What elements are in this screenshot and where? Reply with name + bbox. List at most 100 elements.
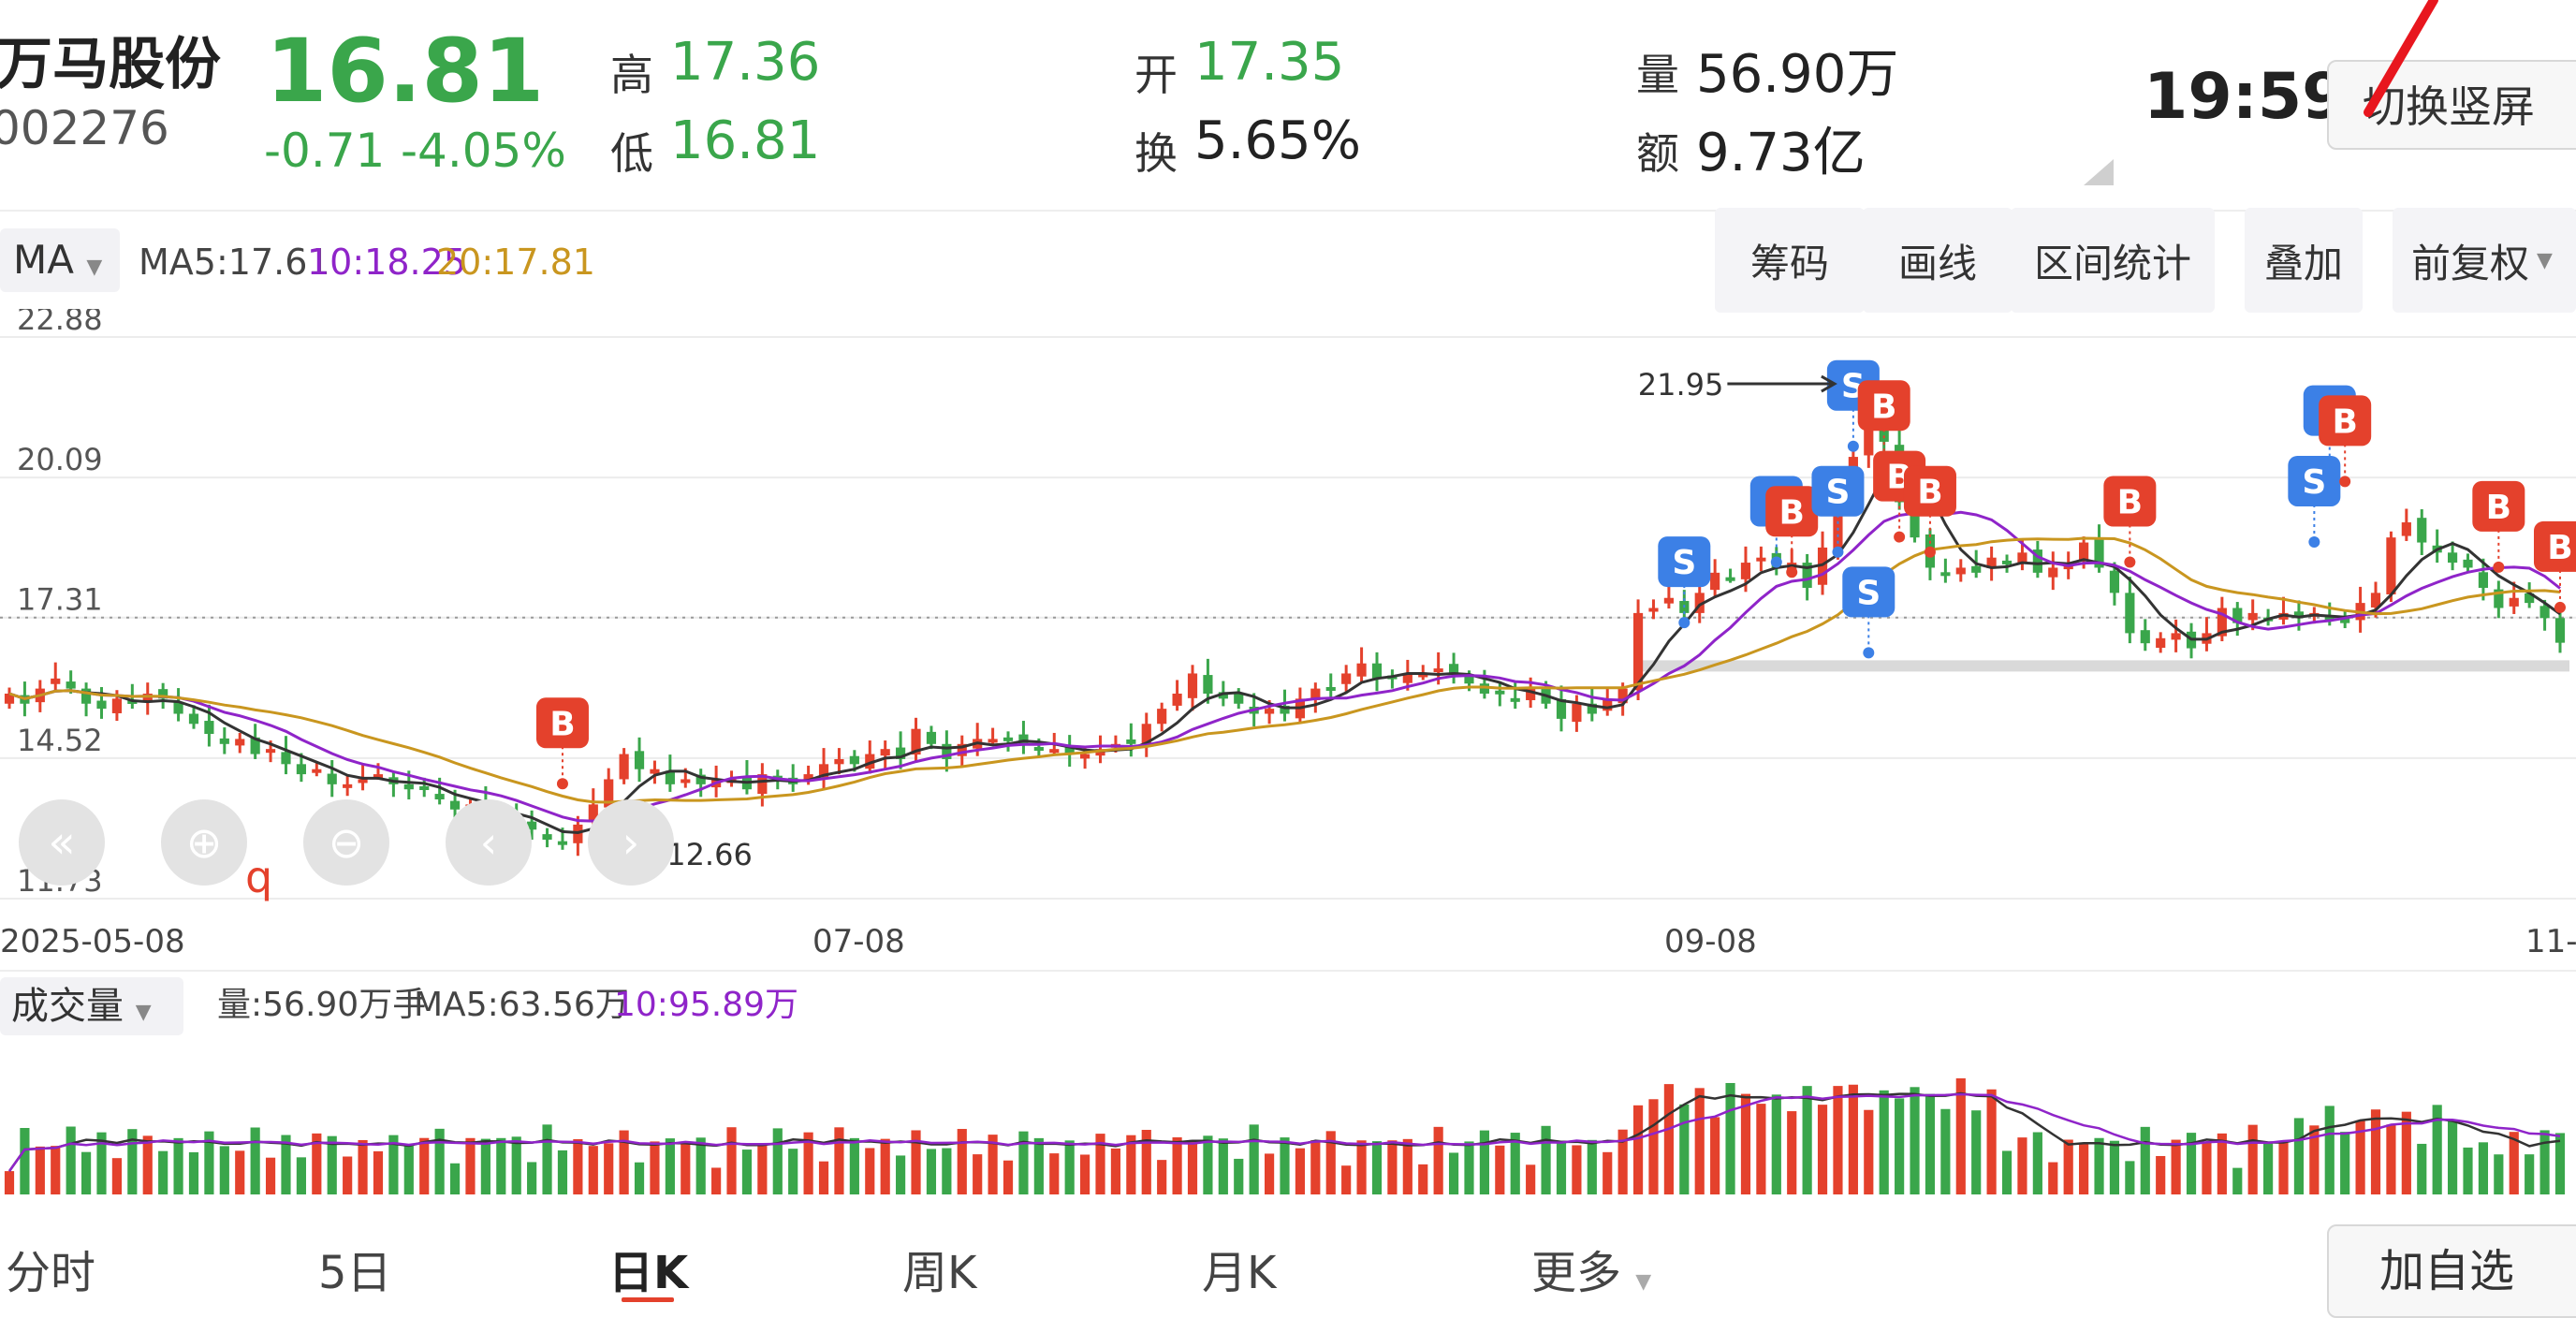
candle-body (2293, 611, 2305, 619)
clock-time: 19:59 (2144, 60, 2347, 134)
switch-portrait-button[interactable]: 切换竖屏 (2327, 60, 2576, 150)
draw-line-button[interactable]: 画线 (1863, 208, 2012, 313)
volume-bar (2525, 1154, 2535, 1194)
turnover-label: 换 (1134, 128, 1178, 179)
candle-body (1648, 608, 1659, 612)
marker-label: B (2332, 403, 2357, 441)
chevron-down-icon: ▼ (135, 1001, 152, 1024)
candle-body (111, 698, 122, 713)
ma-selector[interactable]: MA ▼ (0, 228, 120, 292)
candle-body (2554, 618, 2566, 643)
candle-body (1556, 698, 1567, 719)
candle-body (1710, 572, 1720, 591)
chevron-right-icon: › (622, 817, 640, 868)
candle-body (1033, 747, 1044, 752)
candlestick-chart[interactable]: 22.8820.0917.3114.5211.73BSSBSSBBBSBSSBB… (0, 309, 2576, 964)
marker-dot (2124, 556, 2136, 568)
candle-body (2017, 552, 2027, 564)
volume-bar (2125, 1161, 2135, 1194)
volume-selector[interactable]: 成交量 ▼ (0, 977, 183, 1035)
tab-weekly-k[interactable]: 周K (902, 1247, 977, 1299)
volume-bar (988, 1135, 998, 1194)
candle-body (2386, 537, 2396, 594)
volume-bar (1817, 1105, 1828, 1194)
candle-body (1526, 688, 1536, 700)
tab-5day[interactable]: 5日 (318, 1247, 392, 1299)
zoom-in-button[interactable]: ⊕ (161, 799, 247, 886)
buy-marker (2534, 520, 2576, 572)
current-price: 16.81 (266, 21, 545, 123)
date-tick: 2025-05-08 (0, 923, 185, 960)
candle-body (358, 779, 368, 783)
volume-bar (834, 1127, 844, 1194)
volume-bar (849, 1137, 859, 1194)
volume-bar (1648, 1099, 1659, 1194)
candle-body (343, 783, 353, 788)
candle-body (296, 764, 306, 775)
candle-body (1663, 597, 1674, 604)
volume-bar (403, 1146, 414, 1194)
candle-body (327, 773, 337, 784)
volume-bar (926, 1149, 937, 1194)
volume-value: 56.90万 (1696, 44, 1899, 105)
candle-body (1157, 709, 1167, 725)
scroll-left-button[interactable]: ‹ (446, 799, 532, 886)
volume-ma10-readout: 10:95.89万 (614, 986, 798, 1024)
high-arrow-icon (1727, 374, 1837, 393)
candle-body (80, 688, 92, 704)
chevron-down-icon: ▼ (86, 256, 103, 279)
volume-bar (1632, 1105, 1644, 1194)
volume-bar (80, 1151, 92, 1194)
marker-dot (2554, 601, 2566, 613)
price-tick-label: 20.09 (17, 442, 103, 477)
resize-corner-icon[interactable] (2080, 157, 2117, 187)
adjust-button[interactable]: 前复权 ▼ (2393, 208, 2576, 313)
zoom-out-button[interactable]: ⊖ (303, 799, 389, 886)
buy-marker (535, 697, 589, 749)
candle-body (1971, 565, 1982, 573)
amount-value: 9.73亿 (1696, 123, 1866, 183)
tab-monthly-k[interactable]: 月K (1202, 1247, 1277, 1299)
candle-body (204, 721, 214, 735)
volume-bar (188, 1151, 199, 1194)
price-change-pct: -4.05% (401, 124, 566, 178)
buy-marker (1903, 465, 1956, 517)
volume-chart[interactable] (0, 1020, 2576, 1198)
candle-body (911, 728, 921, 755)
volume-bar (111, 1158, 122, 1194)
volume-bar (726, 1127, 737, 1194)
scroll-right-button[interactable]: › (588, 799, 674, 886)
marker-dot (2308, 535, 2320, 548)
candle-body (2370, 593, 2381, 608)
volume-bar (373, 1150, 384, 1194)
volume-bar (557, 1150, 568, 1194)
chip-button[interactable]: 筹码 (1715, 208, 1865, 313)
sell-marker (1842, 566, 1895, 618)
volume-ma5-readout: MA5:63.56万 (414, 986, 629, 1024)
candle-body (1802, 563, 1812, 588)
volume-bar (296, 1157, 306, 1194)
tab-daily-k[interactable]: 日K (608, 1247, 689, 1299)
volume-bar (358, 1139, 368, 1194)
marker-label: B (2486, 489, 2511, 527)
volume-bar (2048, 1162, 2058, 1194)
add-watchlist-button[interactable]: 加自选 (2327, 1224, 2576, 1318)
candle-body (527, 821, 537, 830)
candle-body (1464, 676, 1474, 684)
marker-label: B (2117, 484, 2143, 522)
range-stats-button[interactable]: 区间统计 (2011, 208, 2215, 313)
overlay-button[interactable]: 叠加 (2245, 208, 2363, 313)
candle-body (1003, 737, 1014, 741)
volume-bar (419, 1137, 430, 1194)
marker-label: S (1825, 474, 1850, 512)
volume-bar (2509, 1132, 2519, 1194)
candle-body (604, 779, 614, 808)
volume-bar (1141, 1130, 1151, 1194)
volume-bar (35, 1146, 45, 1194)
volume-bar (2217, 1133, 2227, 1194)
marker-dot (1924, 546, 1936, 558)
rewind-button[interactable]: « (19, 799, 105, 886)
candle-body (2125, 593, 2135, 634)
tab-more[interactable]: 更多 ▼ (1531, 1236, 1651, 1301)
tab-intraday[interactable]: 分时 (6, 1247, 96, 1299)
